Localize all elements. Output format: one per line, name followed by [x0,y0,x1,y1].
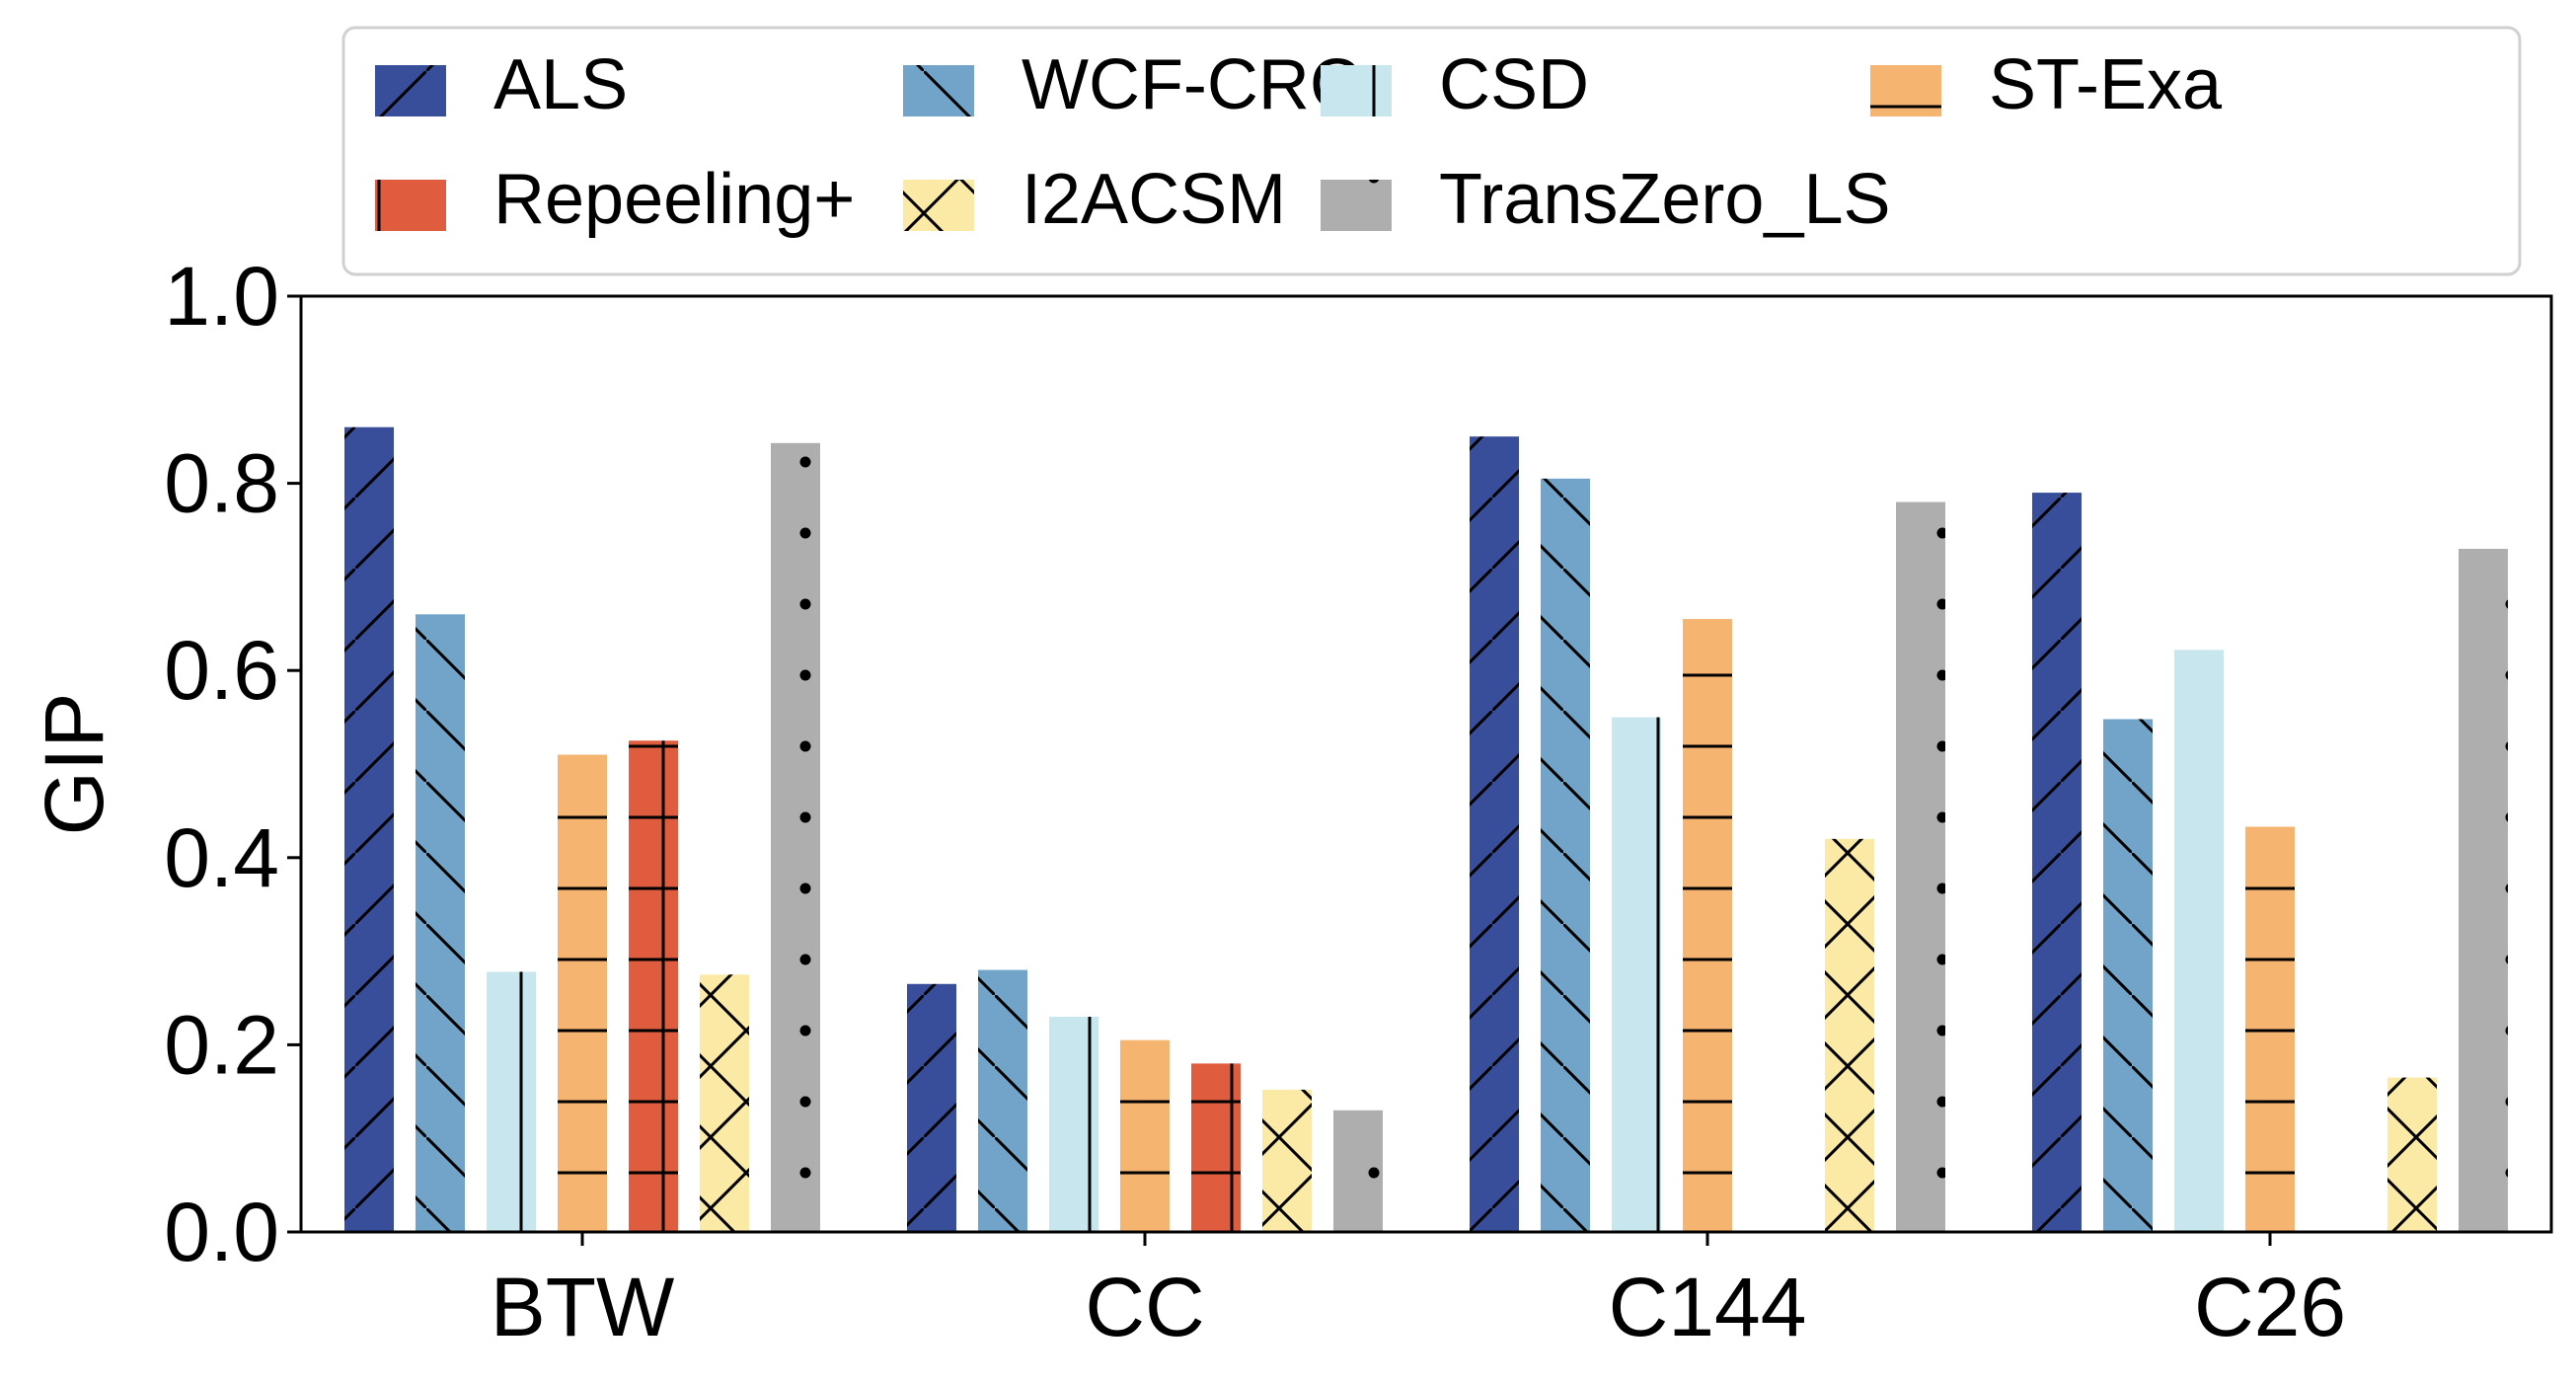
y-tick-label: 0.6 [164,624,279,717]
legend-label: Repeeling+ [493,160,855,239]
bar-btw-i2acsm [700,974,749,1232]
bar-c144-transzero-ls [1896,501,1945,1232]
bar-cc-repeeling- [1191,1063,1241,1232]
legend-swatch [375,65,446,116]
y-axis-label: GIP [28,693,120,836]
bar-c26-wcf-crc [2103,719,2153,1232]
legend-label: ST-Exa [1989,45,2223,124]
x-tick-label: C26 [2194,1261,2346,1353]
y-tick-label: 0.0 [164,1186,279,1278]
x-tick-label: BTW [491,1261,675,1353]
legend-box [341,26,2522,276]
x-tick-label: C144 [1609,1261,1807,1353]
bar-btw-wcf-crc [416,614,465,1232]
x-axis: BTW CC C144 C26 [491,1232,2346,1353]
y-tick-label: 0.2 [164,998,279,1091]
legend: ALS WCF-CRC CSD ST-Exa Repeeling+ I2ACSM Trans… [341,26,2522,276]
bar-c26-als [2032,493,2082,1233]
bar-btw-repeeling- [629,740,678,1232]
bar-c26-st-exa [2245,826,2295,1232]
bar-c144-csd [1612,717,1661,1232]
legend-swatch [1321,65,1392,116]
legend-swatch [1870,65,1941,116]
bar-c144-i2acsm [1825,838,1874,1232]
bar-btw-als [344,426,394,1233]
legend-swatch [1321,180,1392,231]
legend-swatch [903,65,974,116]
bar-c144-wcf-crc [1541,478,1590,1232]
bar-cc-wcf-crc [978,969,1027,1232]
x-tick-label: CC [1085,1261,1204,1353]
plot-area-frame [299,294,2553,1234]
y-tick-label: 1.0 [164,250,279,343]
legend-swatch [375,180,446,231]
legend-label: CSD [1439,45,1589,124]
y-tick-label: 0.8 [164,437,279,530]
legend-swatch [903,180,974,231]
bar-c26-i2acsm [2387,1077,2437,1232]
bar-c26-transzero-ls [2459,548,2508,1232]
bar-cc-transzero-ls [1333,1110,1383,1232]
bar-btw-st-exa [558,754,607,1232]
bar-c26-csd [2174,650,2224,1232]
bar-c144-st-exa [1683,619,1732,1232]
legend-label: I2ACSM [1022,160,1286,239]
bar-cc-als [907,983,956,1232]
bar-btw-csd [487,971,536,1232]
bar-cc-csd [1049,1016,1099,1232]
y-tick-label: 0.4 [164,811,279,904]
bar-cc-st-exa [1120,1039,1170,1232]
y-axis: 0.0 0.2 0.4 0.6 0.8 1.0 [164,250,301,1278]
bar-btw-transzero-ls [771,442,820,1232]
bar-cc-i2acsm [1262,1089,1312,1232]
legend-label: TransZero_LS [1439,160,1891,239]
bars [344,426,2508,1233]
legend-label: WCF-CRC [1022,45,1361,124]
bar-c144-als [1470,436,1519,1232]
legend-label: ALS [493,45,628,124]
